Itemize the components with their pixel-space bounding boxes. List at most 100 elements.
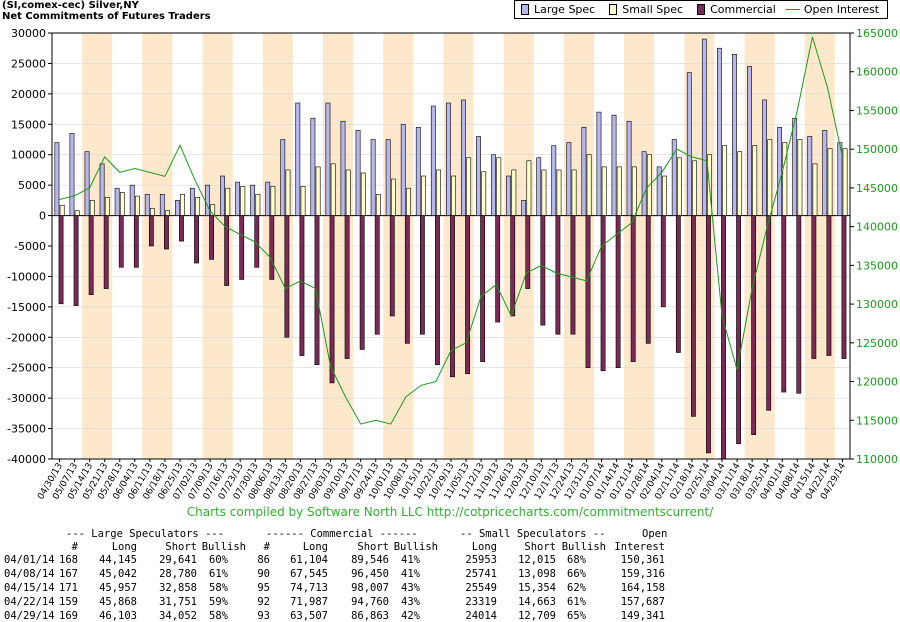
right-tick-label: 145000 bbox=[856, 182, 898, 195]
legend-item-open-interest: Open Interest bbox=[785, 3, 879, 16]
row-value: 61% bbox=[209, 568, 228, 580]
small-spec-bar bbox=[797, 139, 803, 216]
col-header: Interest bbox=[614, 541, 665, 553]
right-tick-label: 110000 bbox=[856, 453, 898, 466]
commercial-bar bbox=[209, 215, 215, 260]
open-interest-line bbox=[59, 36, 843, 425]
row-value: 31,751 bbox=[159, 596, 197, 608]
row-value: 41% bbox=[401, 554, 420, 566]
commercial-bar bbox=[404, 215, 410, 344]
large-spec-bar bbox=[385, 139, 391, 216]
row-value: 168 bbox=[59, 554, 78, 566]
row-value: 43% bbox=[401, 596, 420, 608]
commercial-bar bbox=[630, 215, 636, 362]
col-header: Bullish bbox=[393, 541, 438, 553]
small-spec-bar bbox=[195, 197, 201, 216]
col-header: # bbox=[71, 541, 78, 553]
right-tick-label: 160000 bbox=[856, 66, 898, 79]
row-date: 04/15/14 bbox=[4, 582, 55, 594]
large-spec-bar bbox=[566, 142, 572, 216]
small-spec-bar bbox=[616, 166, 622, 216]
legend-label: Small Spec bbox=[622, 3, 684, 16]
large-spec-bar bbox=[536, 157, 542, 216]
small-spec-bar bbox=[722, 145, 728, 216]
large-spec-bar bbox=[611, 114, 617, 216]
large-spec-bar bbox=[129, 184, 135, 216]
left-tick-label: 5000 bbox=[18, 179, 46, 192]
large-spec-bar bbox=[310, 117, 316, 216]
large-spec-bar bbox=[822, 130, 828, 216]
small-spec-bar bbox=[104, 197, 110, 216]
small-spec-bar bbox=[74, 210, 80, 216]
left-tick-label: -30000 bbox=[7, 392, 46, 405]
commercial-bar bbox=[224, 215, 230, 286]
commercial-bar bbox=[510, 215, 516, 317]
large-spec-bar bbox=[551, 145, 557, 216]
small-spec-bar bbox=[586, 154, 592, 216]
row-value: 32,858 bbox=[159, 582, 197, 594]
large-spec-bar bbox=[415, 127, 421, 216]
large-spec-bar bbox=[701, 38, 707, 216]
large-spec-bar bbox=[295, 102, 301, 216]
commercial-bar bbox=[389, 215, 395, 317]
commercial-bar bbox=[600, 215, 606, 372]
left-tick-label: 30000 bbox=[11, 27, 46, 40]
commercial-bar bbox=[254, 215, 260, 268]
commercial-bar bbox=[314, 215, 320, 365]
commercial-bar bbox=[540, 215, 546, 326]
commercial-bar bbox=[736, 215, 741, 445]
small-spec-bar bbox=[451, 175, 457, 216]
large-spec-bar bbox=[762, 99, 767, 216]
row-value: 34,052 bbox=[159, 610, 197, 622]
left-tick-label: -40000 bbox=[7, 453, 46, 466]
table-row: 04/01/14 168 44,145 29,641 60% 86 61,104 89,546… bbox=[0, 554, 900, 566]
small-spec-bar bbox=[285, 169, 291, 216]
large-spec-bar bbox=[190, 187, 195, 216]
row-value: 61% bbox=[567, 596, 586, 608]
large-spec-bar bbox=[732, 53, 737, 216]
small-spec-bar bbox=[255, 193, 261, 216]
credit-line: Charts compiled by Software North LLC ht… bbox=[186, 505, 714, 519]
row-value: 67,545 bbox=[290, 568, 328, 580]
large-spec-bar bbox=[370, 139, 376, 216]
col-header: Long bbox=[302, 541, 328, 553]
left-tick-label: 25000 bbox=[11, 57, 46, 70]
open-interest-swatch bbox=[785, 9, 800, 10]
commercial-bar bbox=[88, 215, 94, 295]
small-spec-bar bbox=[496, 157, 502, 216]
large-spec-bar bbox=[626, 120, 632, 216]
row-value: 86 bbox=[257, 554, 270, 566]
commercial-bar bbox=[133, 215, 139, 268]
row-value: 12,015 bbox=[518, 554, 556, 566]
row-value: 59% bbox=[209, 596, 228, 608]
large-spec-bar bbox=[54, 142, 60, 216]
commercial-swatch bbox=[697, 4, 706, 15]
row-date: 04/22/14 bbox=[4, 596, 55, 608]
row-value: 159 bbox=[59, 596, 78, 608]
large-spec-bar bbox=[445, 102, 451, 216]
col-header: Bullish bbox=[201, 541, 246, 553]
small-spec-bar bbox=[466, 157, 472, 216]
row-value: 150,361 bbox=[620, 554, 665, 566]
left-tick-label: -25000 bbox=[7, 362, 46, 375]
large-spec-bar bbox=[476, 136, 481, 216]
small-spec-bar bbox=[827, 148, 833, 216]
large-spec-bar bbox=[792, 117, 798, 216]
commercial-bar bbox=[555, 215, 561, 335]
group-header-open: Open bbox=[642, 528, 668, 540]
legend-item-large-spec: Large Spec bbox=[521, 3, 595, 16]
row-value: 23319 bbox=[465, 596, 497, 608]
large-spec-bar bbox=[69, 133, 75, 216]
small-spec-bar bbox=[541, 169, 547, 216]
commercial-bar bbox=[148, 215, 154, 247]
right-tick-label: 150000 bbox=[856, 143, 898, 156]
large-spec-bar bbox=[340, 120, 346, 216]
left-tick-label: -10000 bbox=[7, 270, 46, 283]
row-value: 68% bbox=[567, 554, 586, 566]
col-header: Short bbox=[357, 541, 389, 553]
large-spec-bar bbox=[581, 127, 587, 216]
row-value: 13,098 bbox=[518, 568, 556, 580]
large-spec-bar bbox=[159, 193, 165, 216]
row-value: 86,863 bbox=[351, 610, 389, 622]
row-value: 60% bbox=[209, 554, 228, 566]
